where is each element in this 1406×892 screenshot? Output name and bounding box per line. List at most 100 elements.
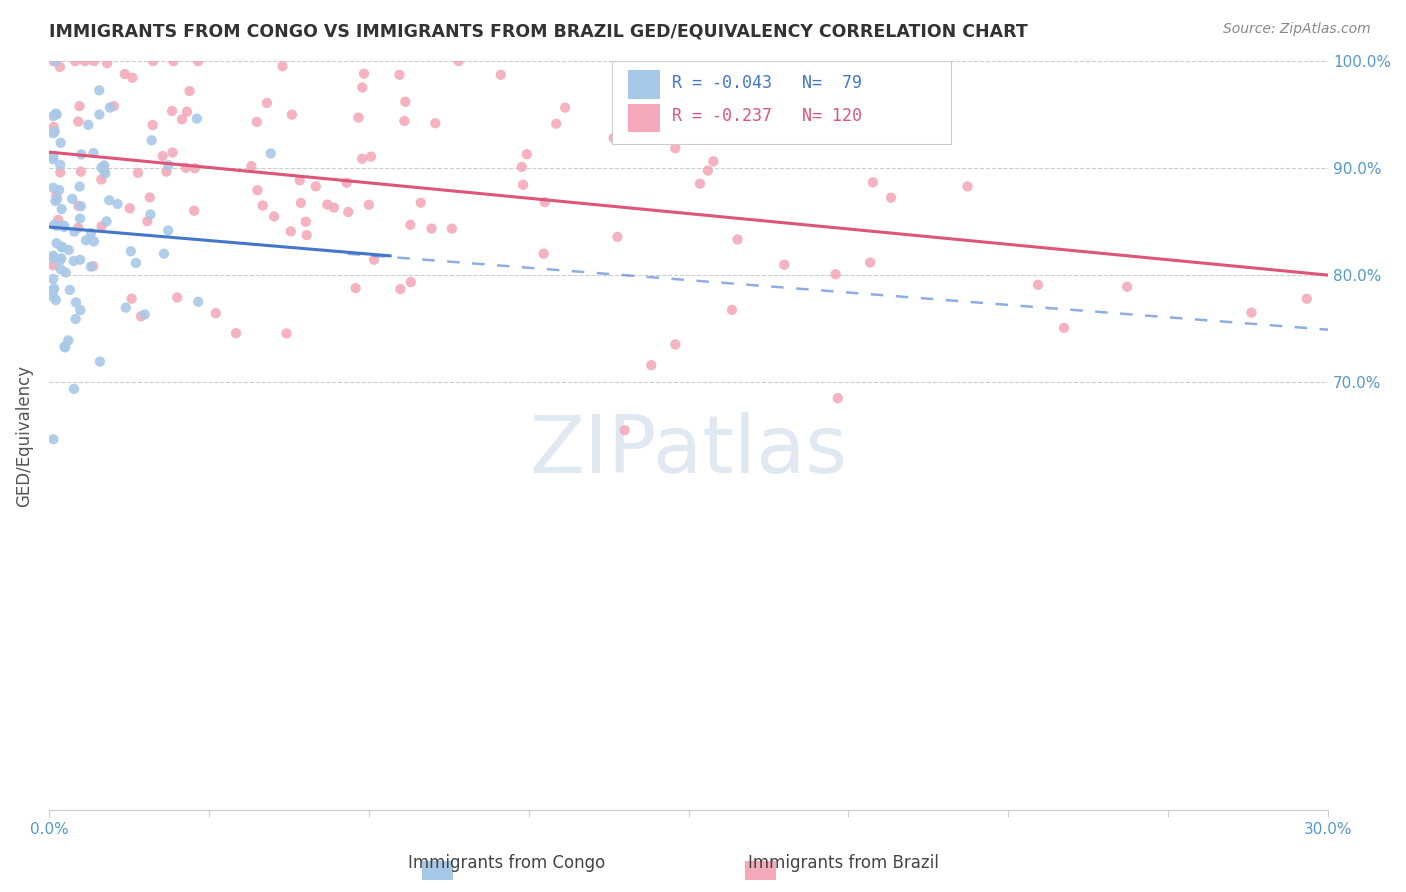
Point <box>152 149 174 163</box>
Point <box>183 203 205 218</box>
Point <box>139 207 162 221</box>
Point <box>42 251 65 265</box>
Point <box>246 183 269 197</box>
Point <box>58 243 80 257</box>
Point <box>394 95 416 109</box>
Point <box>157 158 180 172</box>
Point <box>121 70 143 85</box>
Point <box>420 221 443 235</box>
Point <box>260 146 283 161</box>
Point <box>664 337 686 351</box>
Point <box>80 260 103 274</box>
Point <box>288 173 311 187</box>
Point <box>42 249 65 263</box>
Point <box>121 292 143 306</box>
Point <box>63 225 86 239</box>
Point <box>53 341 76 355</box>
Point <box>42 272 65 286</box>
Point <box>610 112 633 127</box>
Point <box>166 290 188 304</box>
Point <box>51 202 73 216</box>
Point <box>83 235 105 249</box>
Point <box>125 256 148 270</box>
Point <box>1026 277 1049 292</box>
FancyBboxPatch shape <box>612 62 950 144</box>
Point <box>94 166 117 180</box>
Point <box>96 56 118 70</box>
Point <box>263 210 285 224</box>
Point <box>290 195 312 210</box>
Point <box>256 95 278 110</box>
Point <box>82 259 104 273</box>
Point <box>45 106 67 120</box>
Point <box>696 163 718 178</box>
Point <box>63 382 86 396</box>
Point <box>96 214 118 228</box>
Point <box>63 54 86 69</box>
Point <box>305 179 328 194</box>
Point <box>347 111 370 125</box>
Point <box>246 115 269 129</box>
Point <box>174 161 197 175</box>
Point <box>42 284 65 298</box>
Point <box>160 103 183 118</box>
Point <box>90 219 112 234</box>
Point <box>533 246 555 260</box>
Point <box>70 147 93 161</box>
Point <box>516 147 538 161</box>
Point <box>337 205 360 219</box>
Point <box>281 108 304 122</box>
Point <box>65 312 87 326</box>
Point <box>42 120 65 134</box>
Point <box>824 267 846 281</box>
Point <box>98 101 121 115</box>
Point <box>768 78 790 92</box>
Point <box>51 240 73 254</box>
Point <box>606 230 628 244</box>
Point <box>880 191 903 205</box>
Point <box>184 161 207 176</box>
Point <box>69 99 91 113</box>
Point <box>225 326 247 341</box>
Point <box>1053 321 1076 335</box>
Point <box>67 220 90 235</box>
Point <box>49 158 72 172</box>
Point <box>45 54 67 69</box>
Point <box>399 218 422 232</box>
Point <box>862 175 884 189</box>
Point <box>353 67 375 81</box>
Point <box>388 68 411 82</box>
Point <box>70 164 93 178</box>
Point <box>51 252 73 266</box>
Point <box>399 275 422 289</box>
Point <box>114 67 136 81</box>
Point <box>186 112 208 126</box>
Point <box>394 114 416 128</box>
Point <box>702 154 724 169</box>
Point <box>827 391 849 405</box>
Point <box>42 432 65 446</box>
Point <box>69 252 91 267</box>
Point <box>294 215 316 229</box>
Point <box>67 199 90 213</box>
Point <box>360 150 382 164</box>
Point <box>1240 305 1263 319</box>
Point <box>363 252 385 267</box>
Point <box>60 192 83 206</box>
Point <box>176 104 198 119</box>
Point <box>90 161 112 175</box>
Point <box>48 183 70 197</box>
Point <box>409 195 432 210</box>
Point <box>49 262 72 277</box>
Point <box>162 145 184 160</box>
Point <box>389 282 412 296</box>
Point <box>640 358 662 372</box>
Point <box>45 107 67 121</box>
Point <box>73 54 96 69</box>
Point <box>534 195 557 210</box>
Point <box>89 107 111 121</box>
Point <box>142 118 165 132</box>
Point <box>42 149 65 163</box>
Point <box>118 202 141 216</box>
Point <box>357 198 380 212</box>
